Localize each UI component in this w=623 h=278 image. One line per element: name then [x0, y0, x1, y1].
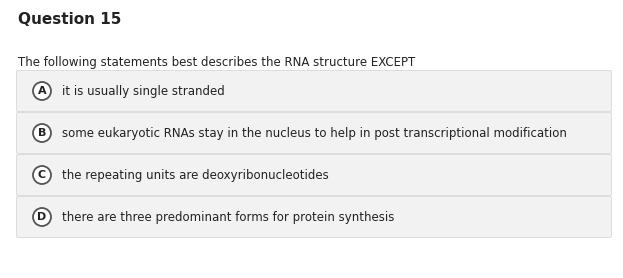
Text: some eukaryotic RNAs stay in the nucleus to help in post transcriptional modific: some eukaryotic RNAs stay in the nucleus… — [62, 126, 567, 140]
Circle shape — [33, 124, 51, 142]
Text: the repeating units are deoxyribonucleotides: the repeating units are deoxyribonucleot… — [62, 168, 329, 182]
Circle shape — [33, 82, 51, 100]
Text: B: B — [38, 128, 46, 138]
FancyBboxPatch shape — [16, 155, 612, 195]
Text: A: A — [37, 86, 46, 96]
FancyBboxPatch shape — [16, 113, 612, 153]
Text: The following statements best describes the RNA structure EXCEPT: The following statements best describes … — [18, 56, 416, 69]
Text: D: D — [37, 212, 47, 222]
Circle shape — [33, 166, 51, 184]
Text: there are three predominant forms for protein synthesis: there are three predominant forms for pr… — [62, 210, 394, 224]
FancyBboxPatch shape — [16, 71, 612, 111]
Text: it is usually single stranded: it is usually single stranded — [62, 85, 225, 98]
Circle shape — [33, 208, 51, 226]
FancyBboxPatch shape — [16, 197, 612, 237]
Text: C: C — [38, 170, 46, 180]
Text: Question 15: Question 15 — [18, 12, 121, 27]
